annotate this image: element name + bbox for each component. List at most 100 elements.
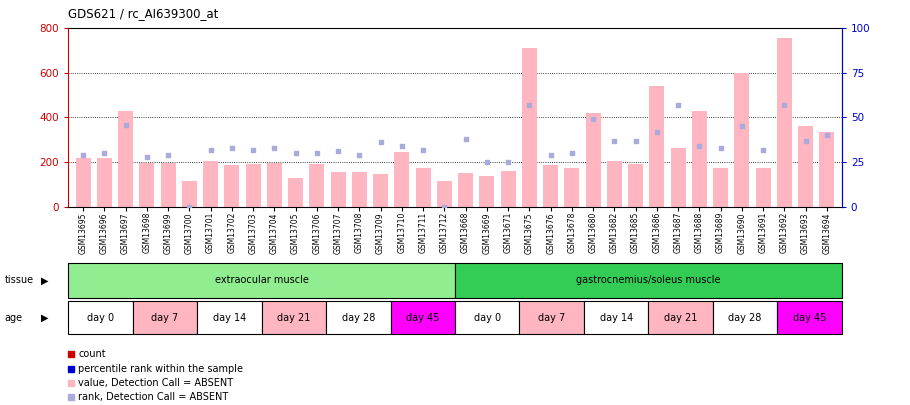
Point [288,150,303,156]
Bar [819,132,834,207]
Point [734,123,749,130]
Bar [437,181,451,207]
Text: value, Detection Call = ABSENT: value, Detection Call = ABSENT [78,378,234,388]
Bar [734,73,749,207]
Bar [543,165,558,207]
Point [203,146,217,153]
Text: day 0: day 0 [87,313,114,322]
Point [352,151,367,158]
Text: day 45: day 45 [793,313,826,322]
Point [756,146,771,153]
Bar [267,163,282,207]
Bar [394,152,410,207]
Bar [139,163,155,207]
Text: ▶: ▶ [41,313,48,322]
Point [459,136,473,142]
Bar [225,165,239,207]
Point [373,139,388,146]
Point [416,146,430,153]
Bar [97,158,112,207]
Text: GDS621 / rc_AI639300_at: GDS621 / rc_AI639300_at [68,7,218,20]
Bar [777,38,792,207]
Bar [203,161,218,207]
Bar [713,168,728,207]
Bar [68,263,455,298]
Bar [480,177,494,207]
Point [309,150,324,156]
Bar [161,163,176,207]
Bar [288,178,303,207]
Text: day 28: day 28 [341,313,375,322]
Bar [76,158,91,207]
Bar [520,301,584,334]
Text: age: age [5,313,23,322]
Text: extraocular muscle: extraocular muscle [215,275,308,286]
Point [395,143,410,149]
Point [268,145,282,151]
Point [650,128,664,135]
Point [522,102,537,108]
Bar [352,172,367,207]
Point [820,132,834,139]
Point [798,137,813,144]
Bar [522,49,537,207]
Bar [416,168,430,207]
Point [161,151,176,158]
Text: day 7: day 7 [538,313,565,322]
Bar [133,301,197,334]
Point [713,145,728,151]
Point [118,122,133,128]
Bar [68,301,133,334]
Bar [586,113,601,207]
Bar [118,111,133,207]
Bar [755,168,771,207]
Text: day 7: day 7 [151,313,178,322]
Point [777,102,792,108]
Text: rank, Detection Call = ABSENT: rank, Detection Call = ABSENT [78,392,228,402]
Text: percentile rank within the sample: percentile rank within the sample [78,364,244,374]
Bar [455,301,520,334]
Text: tissue: tissue [5,275,34,286]
Point [182,203,197,210]
Bar [692,111,707,207]
Point [564,150,579,156]
Point [246,146,260,153]
Bar [671,147,685,207]
Text: count: count [78,350,106,360]
Point [607,137,622,144]
Bar [650,86,664,207]
Text: gastrocnemius/soleus muscle: gastrocnemius/soleus muscle [576,275,721,286]
Point [501,159,515,165]
Point [543,151,558,158]
Bar [628,164,643,207]
Point [693,143,707,149]
Point [225,145,239,151]
Bar [309,164,324,207]
Bar [777,301,842,334]
Text: day 28: day 28 [728,313,762,322]
Point [480,159,494,165]
Bar [455,263,842,298]
Bar [459,173,473,207]
Bar [564,168,580,207]
Text: day 45: day 45 [406,313,440,322]
Bar [197,301,262,334]
Text: day 21: day 21 [664,313,697,322]
Bar [262,301,326,334]
Bar [326,301,390,334]
Bar [713,301,777,334]
Point [139,153,154,160]
Point [437,203,451,210]
Point [586,116,601,122]
Text: day 14: day 14 [600,313,632,322]
Text: day 14: day 14 [213,313,246,322]
Bar [373,174,388,207]
Bar [330,172,346,207]
Bar [390,301,455,334]
Point [76,151,90,158]
Point [671,102,685,108]
Bar [798,126,813,207]
Text: day 21: day 21 [278,313,310,322]
Bar [584,301,648,334]
Point [97,150,112,156]
